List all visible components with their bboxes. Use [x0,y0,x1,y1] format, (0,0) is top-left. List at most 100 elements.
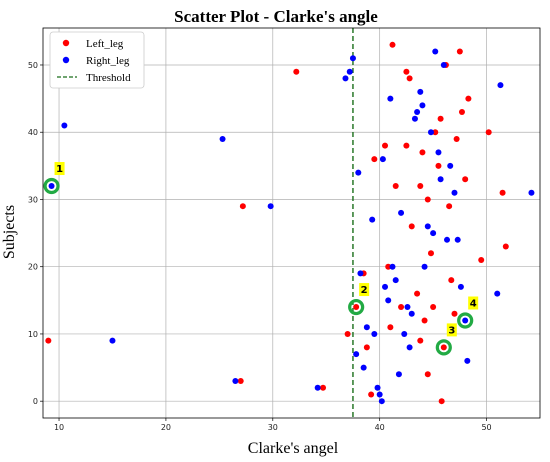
data-point [497,82,504,89]
data-point [414,109,421,116]
data-point [458,109,465,116]
data-point [353,351,360,358]
data-point [430,304,437,311]
data-point [435,149,442,156]
data-point [109,337,116,344]
annotations: 1 2 3 4 [43,162,479,356]
y-axis-label: Subjects [1,205,18,259]
data-point [395,371,402,378]
legend-marker-right-leg [62,56,70,64]
data-point [408,223,415,230]
data-point [378,398,385,405]
legend-marker-left-leg [62,39,70,47]
data-point [419,149,426,156]
data-point [424,196,431,203]
data-point [45,337,52,344]
data-point [404,304,411,311]
x-tick-label: 40 [375,423,385,432]
data-point [398,304,405,311]
data-point [374,384,381,391]
data-point [462,176,469,183]
x-axis-label: Clarke's angel [248,440,339,457]
highlight-ring [457,312,474,329]
data-point [454,236,461,243]
tick-labels: 10 20 30 40 50 0 10 20 30 40 50 [28,61,492,432]
annotation-badge [54,162,65,176]
data-point [457,283,464,290]
data-point [387,324,394,331]
x-tick-label: 30 [268,423,278,432]
highlight-ring [348,298,365,316]
data-point [430,230,437,237]
y-tick-label: 20 [28,263,38,272]
data-point [451,310,458,317]
annotation-badge [468,296,479,310]
data-point [398,209,405,216]
data-point [389,263,396,270]
highlight-ring [435,339,452,356]
annotation-label: 2 [361,285,368,296]
data-point [424,371,431,378]
data-point [48,183,55,190]
data-point [424,223,431,230]
data-point [414,290,421,297]
data-point [355,169,362,176]
data-point [219,135,226,142]
legend-label-left-leg: Left_leg [86,38,124,50]
data-point [499,189,506,196]
annotation-badge [446,323,457,337]
data-point [494,290,501,297]
data-point [408,310,415,317]
legend: Left_leg Right_leg Threshold [49,31,145,89]
annotation-label: 3 [448,325,455,336]
data-point [382,142,389,149]
data-point [432,48,439,55]
data-point [385,263,392,270]
series-left-leg [45,41,509,405]
legend-label-right-leg: Right_leg [86,55,130,67]
data-point [389,41,396,48]
data-point [456,48,463,55]
data-point [237,378,244,385]
data-point [346,68,353,75]
data-point [421,263,428,270]
data-point [363,324,370,331]
highlight-ring [43,177,60,195]
data-point [406,75,413,82]
data-point [419,102,426,109]
data-point [417,337,424,344]
legend-box [49,31,145,89]
data-point [435,162,442,169]
data-point [417,88,424,95]
data-point [462,317,469,324]
data-point [349,55,356,62]
data-point [421,317,428,324]
data-point [379,156,386,163]
data-point [239,203,246,210]
y-tick-label: 10 [28,330,38,339]
data-point [444,236,451,243]
annotation-badge [359,283,370,297]
data-point [314,384,321,391]
legend-label-threshold: Threshold [86,72,131,84]
annotation-label: 1 [56,164,63,175]
data-point [320,384,327,391]
data-point [387,95,394,102]
data-point [401,330,408,337]
data-point [417,183,424,190]
data-point [368,391,375,398]
data-point [392,277,399,284]
data-point [440,61,447,68]
data-point [371,156,378,163]
data-point [403,68,410,75]
series-right-leg [48,48,535,405]
data-point [427,250,434,257]
data-point [406,344,413,351]
data-point [267,203,274,210]
y-tick-label: 50 [28,61,38,70]
data-point [392,183,399,190]
data-point [447,162,454,169]
data-point [376,391,383,398]
annotation-label: 4 [470,299,477,310]
data-point [427,129,434,136]
